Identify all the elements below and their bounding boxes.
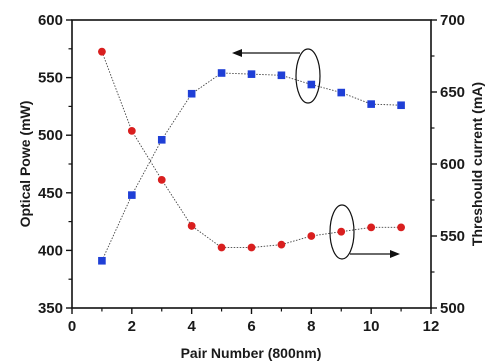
data-point-circle [187,222,196,230]
y-right-tick-label: 550 [440,228,465,245]
annotation-left-axis [232,48,321,104]
data-point-circle [337,227,346,236]
data-point-square [217,69,226,77]
data-point-square [187,89,196,98]
data-point-circle [397,223,405,232]
annotation-ellipse-right [329,204,355,260]
y-axis-right-title: Threshould current (mA) [469,82,485,246]
series-points [98,47,405,265]
data-point-circle [367,223,376,232]
annotation-ellipse-left [295,48,321,104]
x-tick-label: 10 [363,318,380,335]
annotation-right-axis [329,204,400,260]
y-left-tick-label: 450 [38,185,63,202]
data-point-square [337,88,346,97]
data-point-square [98,256,106,265]
data-point-circle [157,175,166,184]
x-tick-label: 4 [187,318,196,335]
data-point-square [397,101,405,110]
data-point-square [277,71,286,80]
data-point-circle [217,243,226,252]
y-right-tick-label: 600 [440,156,465,173]
x-tick-label: 8 [307,318,315,335]
y-left-tick-label: 350 [38,300,63,317]
data-point-circle [277,240,286,249]
data-point-square [247,70,256,78]
series-line-right [101,51,402,248]
x-axis-title: Pair Number (800nm) [181,345,322,361]
y-left-tick-label: 500 [38,127,63,144]
ticks-layer: 0 2 4 6 8 10 12 350 400 450 500 550 600 500 550 600 650 7… [38,12,465,335]
data-point-square [128,191,136,199]
plot-frame [71,19,432,309]
x-tick-label: 2 [128,318,136,335]
data-point-square [307,80,316,89]
y-right-tick-label: 500 [440,300,465,317]
y-axis-left-title: Optical Powe (mW) [17,101,33,228]
data-point-square [367,100,375,108]
series-line-left [101,72,402,261]
data-point-circle [247,243,256,252]
x-tick-label: 6 [247,318,255,335]
y-left-tick-label: 400 [38,242,63,259]
y-right-tick-label: 650 [440,84,465,101]
x-tick-label: 0 [68,318,76,335]
y-right-tick-label: 700 [440,12,465,29]
y-left-tick-label: 550 [38,70,63,87]
y-left-tick-label: 600 [38,12,63,29]
data-point-circle [127,126,136,135]
x-tick-label: 12 [423,318,440,335]
data-point-square [157,136,166,144]
data-point-circle [98,47,106,56]
data-point-circle [307,232,316,240]
series-lines [101,51,402,261]
